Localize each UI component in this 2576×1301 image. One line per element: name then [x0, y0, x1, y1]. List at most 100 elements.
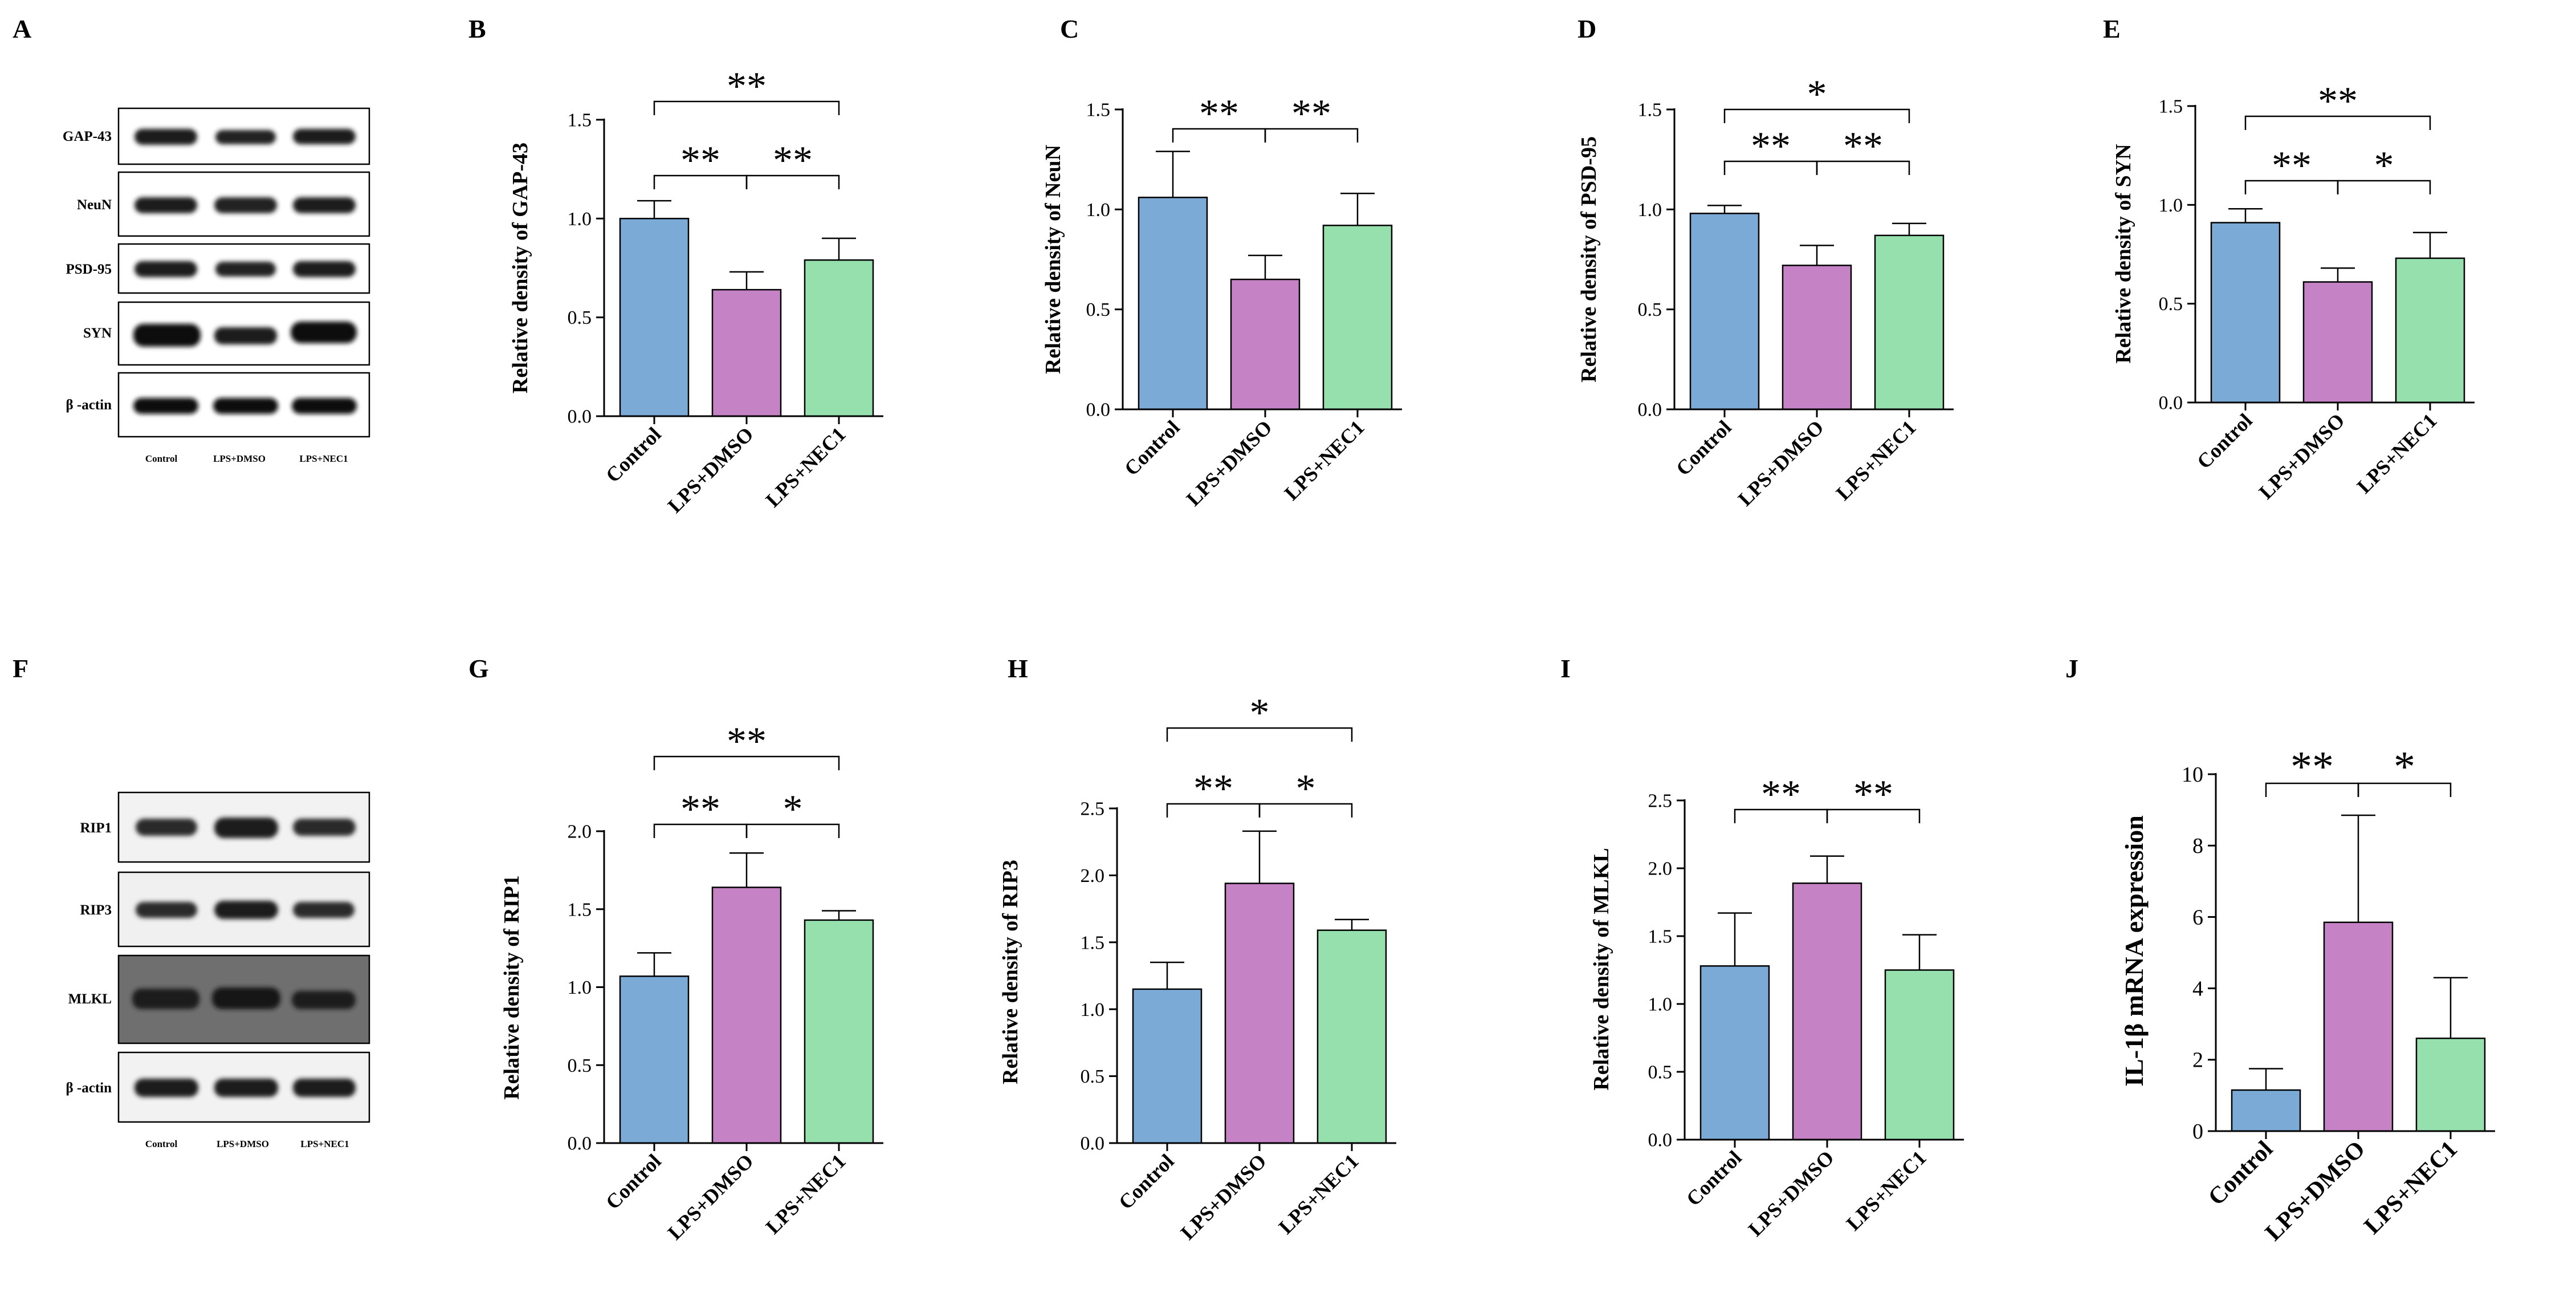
blot-label-gap43: GAP-43	[63, 129, 112, 144]
significance-stars: *	[1296, 767, 1316, 811]
bar-lps-dmso	[1792, 882, 1862, 1141]
y-tick-label: 0	[2192, 1120, 2203, 1144]
bar-lps-dmso	[1230, 278, 1301, 410]
significance-stars: **	[2318, 79, 2358, 123]
blot-strip	[117, 954, 370, 1044]
chart-panel-g: G Relative density of RIP1 0.0 0.5 1.0 1.5 2.0…	[468, 654, 883, 1244]
bar-lps-nec1	[1884, 969, 1955, 1141]
y-tick-label: 6	[2192, 905, 2203, 929]
y-tick-label: 2	[2192, 1048, 2203, 1072]
chart-panel-h: H Relative density of RIP3 0.0 0.5 1.0 1.5 2.0…	[998, 654, 1396, 1244]
y-axis-label: IL-1β mRNA expression	[2120, 815, 2149, 1087]
significance-bracket: **	[1166, 767, 1261, 818]
bar-control	[2231, 1089, 2301, 1132]
panel-letter: E	[2103, 14, 2121, 43]
bar-control	[1689, 213, 1760, 410]
blot-strip	[117, 791, 370, 863]
panel-letter: I	[1560, 654, 1571, 683]
x-category-label: LPS+DMSO	[663, 422, 758, 517]
y-tick-label: 0.0	[1081, 1133, 1105, 1154]
error-bar	[1340, 193, 1375, 226]
significance-stars: **	[680, 139, 720, 182]
significance-stars: **	[1751, 124, 1791, 168]
significance-bracket: **	[1723, 124, 1818, 175]
y-axis-label: Relative density of RIP1	[500, 875, 524, 1100]
blot-label-rip1: RIP1	[80, 820, 112, 836]
bar-control	[1138, 197, 1208, 410]
x-category-label: Control	[1114, 1149, 1179, 1214]
x-category-label: LPS+NEC1	[1842, 1146, 1931, 1235]
x-category-label: Control	[601, 422, 666, 487]
panel-letter: G	[468, 654, 489, 683]
bar-lps-dmso	[2323, 921, 2394, 1132]
significance-bracket: **	[1264, 92, 1359, 143]
bar-lps-nec1	[1874, 234, 1945, 410]
significance-bracket: *	[745, 787, 840, 838]
significance-stars: **	[727, 64, 767, 108]
y-tick-label: 2.5	[1081, 799, 1105, 820]
significance-bracket: **	[1172, 92, 1266, 143]
significance-stars: **	[773, 139, 813, 182]
x-category-label: Control	[2192, 409, 2257, 473]
y-tick-label: 8	[2192, 834, 2203, 858]
significance-stars: **	[1291, 92, 1331, 136]
blot-strip	[117, 171, 370, 237]
y-tick-label: 0.5	[2159, 294, 2183, 315]
y-axis-label: Relative density of GAP-43	[508, 143, 532, 393]
bar-lps-nec1	[804, 919, 874, 1144]
panel-letter: B	[468, 14, 486, 43]
bar-control	[619, 975, 690, 1144]
x-category-label: LPS+NEC1	[2359, 1136, 2463, 1239]
significance-stars: *	[2394, 743, 2415, 791]
error-bar	[2341, 814, 2375, 922]
y-tick-label: 1.0	[1648, 994, 1673, 1015]
y-tick-label: 1.0	[1086, 200, 1111, 221]
significance-stars: *	[2374, 144, 2394, 188]
bar-lps-nec1	[2395, 257, 2465, 404]
error-bar	[2228, 208, 2263, 223]
significance-stars: **	[2290, 743, 2334, 791]
error-bar	[2434, 977, 2468, 1039]
y-tick-label: 1.0	[2159, 195, 2183, 216]
significance-stars: **	[1843, 124, 1883, 168]
y-tick-label: 0.5	[1086, 299, 1111, 320]
blot-condition-label: LPS+DMSO	[217, 1139, 269, 1149]
significance-stars: **	[727, 719, 767, 763]
blot-label-rip3: RIP3	[80, 902, 112, 918]
y-tick-label: 0.5	[1638, 299, 1662, 320]
y-tick-label: 1.0	[568, 977, 592, 998]
bar-lps-nec1	[2415, 1037, 2486, 1132]
error-bar	[1335, 918, 1369, 930]
significance-bracket: **	[653, 787, 748, 838]
significance-bracket: *	[2357, 743, 2452, 797]
y-tick-label: 0.0	[568, 1133, 592, 1154]
x-category-label: Control	[601, 1149, 666, 1214]
significance-bracket: **	[1734, 773, 1828, 823]
bar-control	[2210, 222, 2281, 404]
significance-bracket: **	[653, 139, 748, 189]
blot-strip	[117, 301, 370, 366]
chart-panel-c: C Relative density of NeuN 0.0 0.5 1.0 1.5 Con…	[1041, 14, 1402, 510]
y-tick-label: 2.0	[1648, 859, 1673, 880]
blot-label-beta-actin: β -actin	[66, 397, 112, 413]
y-tick-label: 0.0	[1648, 1130, 1673, 1151]
y-tick-label: 0.0	[1086, 400, 1111, 421]
y-axis-label: Relative density of NeuN	[1041, 145, 1065, 374]
y-tick-label: 1.5	[2159, 96, 2183, 117]
y-tick-label: 1.5	[568, 110, 592, 131]
error-bar	[2249, 1068, 2283, 1091]
x-category-label: Control	[1672, 416, 1736, 480]
y-tick-label: 1.5	[1086, 100, 1111, 121]
significance-stars: **	[1853, 773, 1893, 816]
x-category-label: Control	[2203, 1136, 2278, 1211]
blot-label-beta-actin: β -actin	[66, 1080, 112, 1096]
bar-lps-dmso	[1224, 883, 1295, 1144]
y-tick-label: 0.5	[1081, 1066, 1105, 1087]
error-bar	[1150, 961, 1184, 989]
blot-strip	[117, 871, 370, 948]
blot-condition-label: LPS+NEC1	[300, 1139, 349, 1149]
x-category-label: Control	[1120, 416, 1184, 480]
blot-condition-label: LPS+DMSO	[213, 453, 266, 464]
bar-lps-nec1	[1316, 929, 1387, 1144]
